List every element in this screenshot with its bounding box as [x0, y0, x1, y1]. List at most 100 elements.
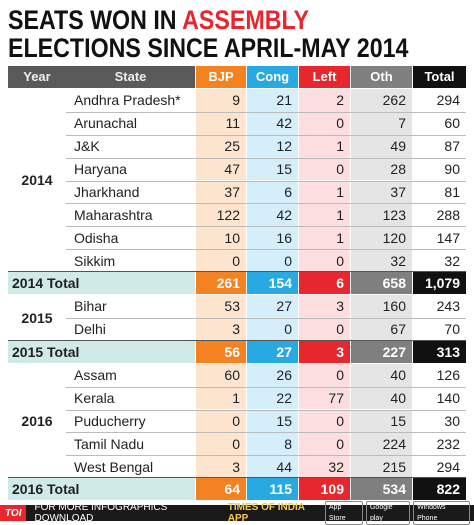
total-cell: 3 [299, 340, 350, 363]
total-cell: 313 [413, 340, 466, 363]
state-cell: J&K [74, 138, 100, 155]
state-cell: Puducherry [74, 412, 146, 429]
value-cell: 3 [196, 317, 246, 341]
state-cell: Arunachal [74, 115, 138, 132]
state-cell: Kerala [74, 390, 115, 407]
value-cell: 0 [299, 157, 350, 181]
value-cell: 0 [299, 111, 350, 135]
value-cell: 0 [299, 317, 350, 341]
title-line: SEATS WON IN ASSEMBLY [8, 6, 309, 34]
row-rule [66, 249, 466, 251]
row-rule [66, 111, 466, 113]
value-cell: 7 [351, 111, 412, 135]
value-cell: 224 [351, 432, 412, 456]
column-header: Oth [351, 66, 412, 88]
value-cell: 44 [247, 455, 298, 479]
footer: TOI FOR MORE INFOGRAPHICS DOWNLOAD TIMES… [0, 501, 474, 525]
value-cell: 10 [196, 226, 246, 250]
column-header: Total [413, 66, 466, 88]
total-label: 2014 Total [8, 272, 195, 294]
value-cell: 160 [351, 295, 412, 318]
total-cell: 109 [299, 478, 350, 501]
store-badge: App Store [324, 501, 363, 525]
state-cell: Maharashtra [74, 206, 153, 223]
row-rule [66, 409, 466, 411]
value-cell: 15 [247, 409, 298, 433]
value-cell: 28 [351, 157, 412, 181]
row-rule [66, 226, 466, 228]
state-cell: Bihar [74, 298, 107, 315]
row-rule [66, 180, 466, 182]
value-cell: 6 [247, 180, 298, 204]
state-cell: Tamil Nadu [74, 435, 145, 452]
value-cell: 81 [413, 180, 466, 204]
row-rule [66, 157, 466, 159]
value-cell: 215 [351, 455, 412, 479]
value-cell: 147 [413, 226, 466, 250]
value-cell: 40 [351, 363, 412, 387]
value-cell: 0 [247, 317, 298, 341]
column-header: Year [8, 66, 66, 88]
state-cell: Jharkhand [74, 183, 140, 200]
value-cell: 2 [299, 88, 350, 112]
footer-app: TIMES OF INDIA APP [227, 502, 305, 524]
value-cell: 0 [196, 432, 246, 456]
value-cell: 37 [196, 180, 246, 204]
state-cell: Odisha [74, 229, 119, 246]
total-cell: 534 [351, 478, 412, 501]
value-cell: 21 [247, 88, 298, 112]
value-cell: 1 [196, 386, 246, 410]
value-cell: 288 [413, 203, 466, 227]
value-cell: 15 [351, 409, 412, 433]
state-cell: Andhra Pradesh* [74, 92, 181, 109]
value-cell: 122 [196, 203, 246, 227]
value-cell: 0 [299, 249, 350, 273]
total-cell: 6 [299, 272, 350, 294]
column-header: State [66, 66, 195, 88]
title-highlight: ASSEMBLY [182, 5, 310, 35]
value-cell: 9 [196, 88, 246, 112]
footer-text: FOR MORE INFOGRAPHICS DOWNLOAD [34, 502, 168, 524]
badges: App Store Google play Windows Phone [324, 501, 474, 525]
value-cell: 32 [351, 249, 412, 273]
row-rule [66, 134, 466, 136]
group-rule [8, 271, 466, 273]
column-header: BJP [196, 66, 246, 88]
group-rule [8, 477, 466, 479]
value-cell: 26 [247, 363, 298, 387]
value-cell: 49 [351, 134, 412, 158]
value-cell: 262 [351, 88, 412, 112]
value-cell: 0 [247, 249, 298, 273]
value-cell: 3 [299, 295, 350, 318]
logo: TOI [0, 505, 27, 521]
total-label: 2016 Total [8, 478, 195, 501]
value-cell: 8 [247, 432, 298, 456]
total-cell: 658 [351, 272, 412, 294]
year-cell: 2015 [21, 309, 53, 326]
value-cell: 232 [413, 432, 466, 456]
value-cell: 0 [299, 432, 350, 456]
value-cell: 16 [247, 226, 298, 250]
group-rule [8, 339, 466, 341]
total-cell: 227 [351, 340, 412, 363]
value-cell: 70 [413, 317, 466, 341]
value-cell: 90 [413, 157, 466, 181]
value-cell: 123 [351, 203, 412, 227]
value-cell: 40 [351, 386, 412, 410]
value-cell: 0 [196, 249, 246, 273]
title-line: ELECTIONS SINCE APRIL-MAY 2014 [8, 33, 409, 63]
value-cell: 32 [299, 455, 350, 479]
state-cell: Assam [74, 367, 117, 384]
value-cell: 37 [351, 180, 412, 204]
value-cell: 120 [351, 226, 412, 250]
value-cell: 1 [299, 180, 350, 204]
total-cell: 822 [413, 478, 466, 501]
value-cell: 1 [299, 134, 350, 158]
value-cell: 0 [196, 409, 246, 433]
value-cell: 42 [247, 111, 298, 135]
row-rule [66, 386, 466, 388]
total-label: 2015 Total [8, 340, 195, 363]
row-rule [66, 455, 466, 457]
value-cell: 60 [196, 363, 246, 387]
